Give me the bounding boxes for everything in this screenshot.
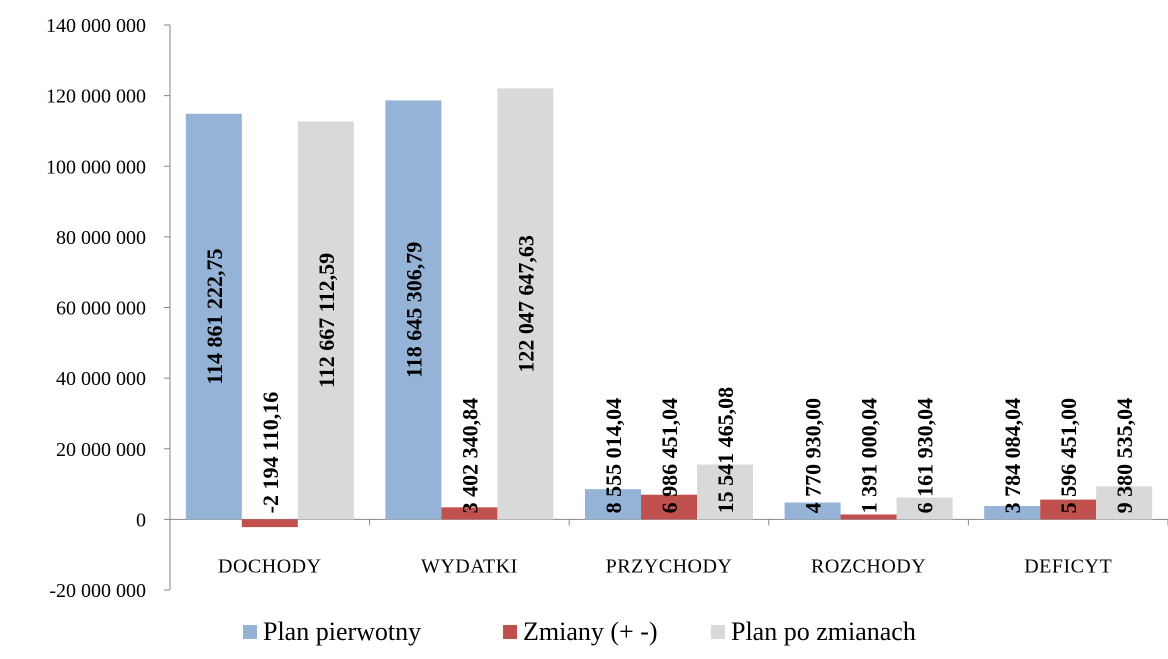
x-tick-label-wydatki: WYDATKI [421,555,518,577]
legend-swatch-plan-pierwotny [243,625,257,639]
data-label-zmiany-rozchody: 1 391 000,04 [857,398,882,514]
legend: Plan pierwotny Zmiany (+ -) Plan po zmiana… [243,617,916,646]
y-tick-label: 80 000 000 [56,227,146,249]
x-tick-label-dochody: DOCHODY [218,555,322,577]
data-label-plan-po-zmianach-wydatki: 122 047 647,63 [513,235,538,373]
data-label-plan-po-zmianach-rozchody: 6 161 930,04 [913,398,938,514]
data-label-plan-po-zmianach-dochody: 112 667 112,59 [314,253,339,388]
y-tick-label: -20 000 000 [49,580,146,602]
y-tick-label: 20 000 000 [56,439,146,461]
data-label-plan-pierwotny-rozchody: 4 770 930,00 [801,398,826,514]
data-label-zmiany-przychody: 6 986 451,04 [657,398,682,514]
y-tick-label: 120 000 000 [46,86,146,108]
data-label-zmiany-wydatki: 3 402 340,84 [457,398,482,514]
data-label-plan-po-zmianach-przychody: 15 541 465,08 [713,387,738,514]
data-label-zmiany-dochody: -2 194 110,16 [258,392,283,514]
y-tick-label: 140 000 000 [46,15,146,37]
y-axis: -20 000 000 0 20 000 000 40 000 000 60 000 0… [46,15,170,602]
legend-label-zmiany: Zmiany (+ -) [523,617,658,646]
data-label-plan-pierwotny-deficyt: 3 784 084,04 [1000,398,1025,513]
bar-zmiany-rozchody [841,514,897,519]
data-label-plan-po-zmianach-deficyt: 9 380 535,04 [1112,398,1137,514]
legend-swatch-plan-po-zmianach [711,625,725,639]
data-label-plan-pierwotny-dochody: 114 861 222,75 [202,248,227,384]
y-tick-label: 40 000 000 [56,368,146,390]
bar-zmiany-dochody [242,519,298,527]
x-tick-label-przychody: PRZYCHODY [606,555,733,577]
legend-label-plan-po-zmianach: Plan po zmianach [731,617,916,646]
x-tick-label-deficyt: DEFICYT [1024,555,1112,577]
y-tick-label: 60 000 000 [56,298,146,320]
data-label-plan-pierwotny-przychody: 8 555 014,04 [601,398,626,514]
legend-label-plan-pierwotny: Plan pierwotny [263,617,421,646]
data-label-zmiany-deficyt: 5 596 451,00 [1056,398,1081,514]
x-axis: DOCHODY WYDATKI PRZYCHODY ROZCHODY DEFICYT [170,519,1168,577]
legend-swatch-zmiany [503,625,517,639]
y-tick-label: 100 000 000 [46,156,146,178]
x-tick-label-rozchody: ROZCHODY [811,555,926,577]
y-tick-label: 0 [136,509,146,531]
data-label-plan-pierwotny-wydatki: 118 645 306,79 [401,242,426,378]
